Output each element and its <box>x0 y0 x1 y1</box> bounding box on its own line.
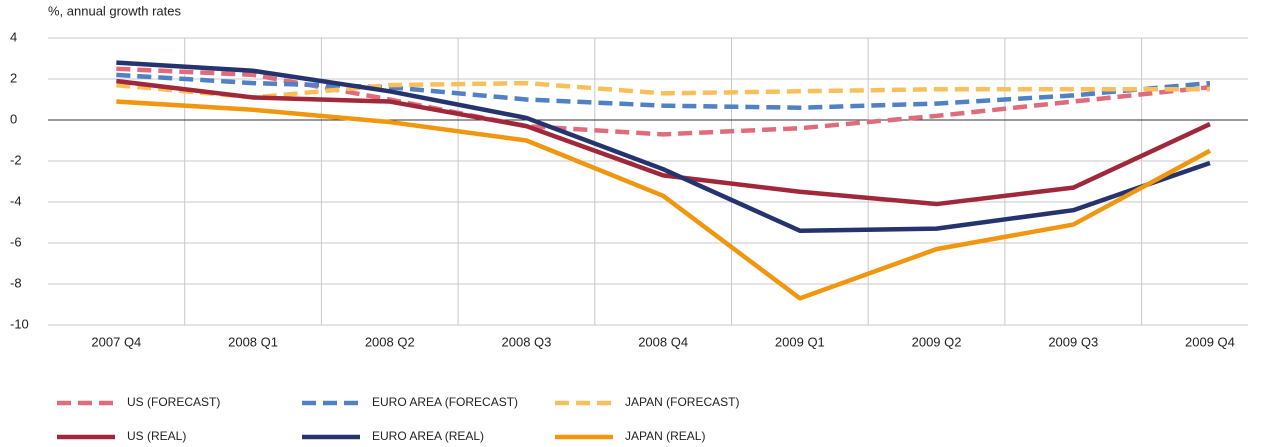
legend-label: EURO AREA (REAL) <box>372 429 484 443</box>
legend-label: US (REAL) <box>127 429 186 443</box>
series-line <box>116 60 1211 233</box>
y-tick-label: 2 <box>10 70 17 85</box>
x-tick-label: 2009 Q4 <box>1185 334 1235 349</box>
x-tick-label: 2008 Q2 <box>365 334 415 349</box>
y-tick-label: -6 <box>10 234 22 249</box>
x-tick-label: 2008 Q4 <box>638 334 688 349</box>
legend-label: US (FORECAST) <box>127 395 220 409</box>
y-tick-label: 0 <box>10 111 17 126</box>
x-tick-label: 2009 Q3 <box>1048 334 1098 349</box>
series-line <box>116 66 1211 137</box>
y-tick-label: -10 <box>10 316 29 331</box>
x-tick-label: 2007 Q4 <box>91 334 141 349</box>
series-line <box>116 72 1211 110</box>
x-tick-label: 2008 Q3 <box>502 334 552 349</box>
y-tick-label: -4 <box>10 193 22 208</box>
legend-label: JAPAN (FORECAST) <box>625 395 739 409</box>
y-tick-label: -8 <box>10 275 22 290</box>
y-tick-label: 4 <box>10 29 17 44</box>
series-line <box>116 78 1211 207</box>
y-tick-label: -2 <box>10 152 22 167</box>
x-tick-label: 2009 Q1 <box>775 334 825 349</box>
x-tick-label: 2008 Q1 <box>228 334 278 349</box>
y-axis-label: %, annual growth rates <box>48 3 181 18</box>
legend-label: EURO AREA (FORECAST) <box>372 395 518 409</box>
x-tick-label: 2009 Q2 <box>912 334 962 349</box>
legend-label: JAPAN (REAL) <box>625 429 705 443</box>
series-line <box>116 99 1212 301</box>
series-line <box>116 80 1210 100</box>
